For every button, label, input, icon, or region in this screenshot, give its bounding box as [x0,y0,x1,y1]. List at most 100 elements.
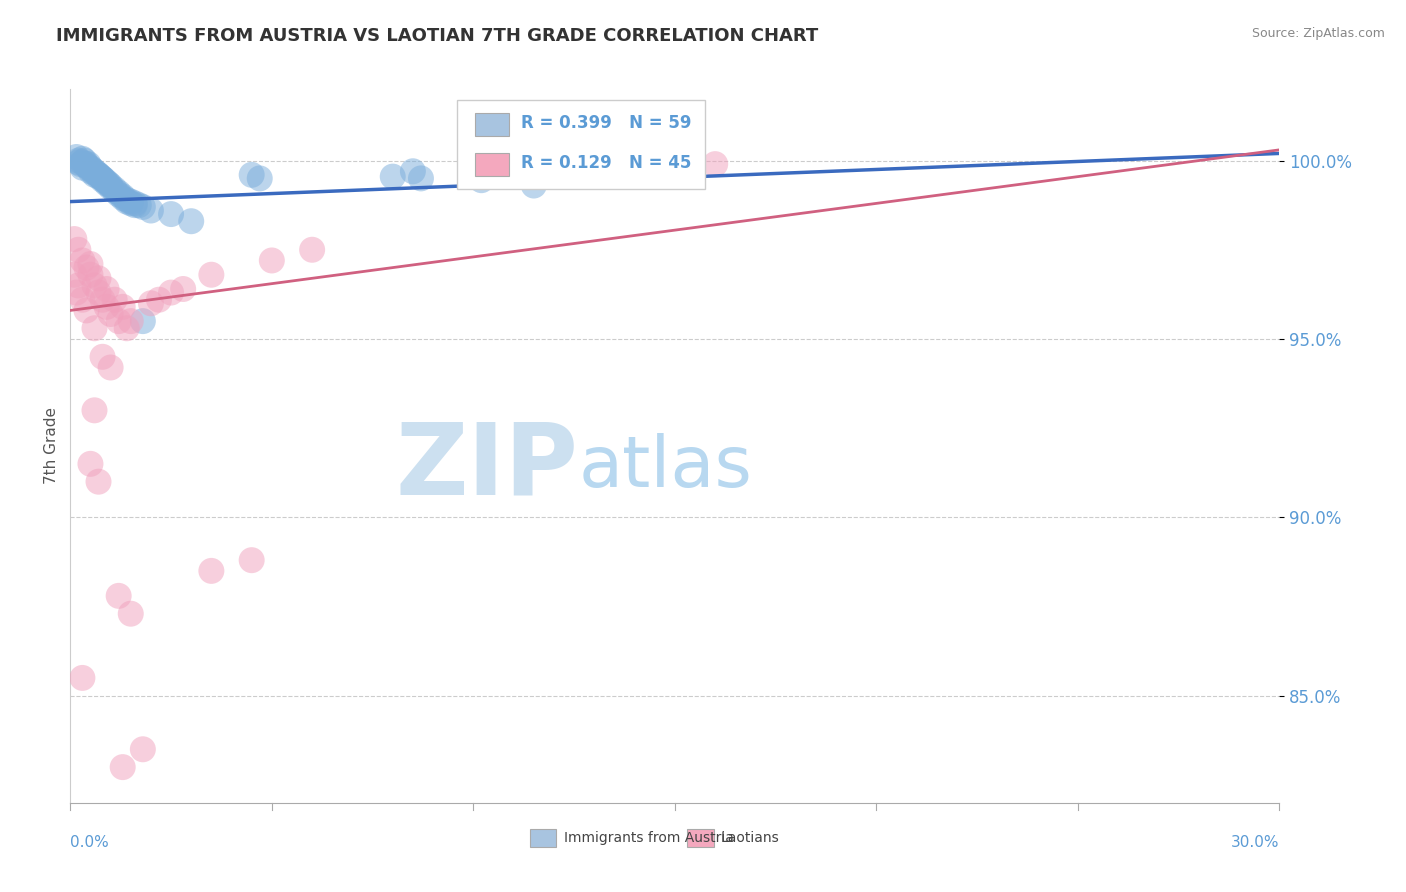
Point [86,166,108,180]
Point [63,268,86,282]
Point [75,159,97,173]
Point [523,178,546,193]
Point [73,153,96,168]
Point [79,164,101,178]
Point [79,161,101,175]
Point [120,607,142,621]
FancyBboxPatch shape [475,153,509,176]
Point [87,169,110,184]
FancyBboxPatch shape [530,830,557,847]
FancyBboxPatch shape [457,100,706,189]
Point [91,293,114,307]
Point [240,553,263,567]
Point [67,155,90,169]
Point [96,282,118,296]
Point [87,271,110,285]
Point [83,164,105,178]
Point [132,200,155,214]
Point [69,157,91,171]
Text: 0.0%: 0.0% [70,835,110,850]
Point [104,182,127,196]
Point [82,162,104,177]
Text: atlas: atlas [578,433,752,502]
Point [75,159,97,173]
Point [644,161,666,175]
Point [160,285,183,300]
Point [87,475,110,489]
Point [115,193,138,207]
Point [79,257,101,271]
Point [139,296,162,310]
Point [160,207,183,221]
Point [104,184,127,198]
Point [63,232,86,246]
Text: ZIP: ZIP [395,419,578,516]
Point [124,196,146,211]
Point [111,189,134,203]
Point [128,198,150,212]
Text: 30.0%: 30.0% [1232,835,1279,850]
Point [67,153,90,168]
Point [90,169,111,184]
Point [111,760,134,774]
Point [100,360,122,375]
Point [91,350,114,364]
Point [75,260,97,275]
Point [87,285,110,300]
Point [91,171,114,186]
Text: Laotians: Laotians [721,830,779,845]
Point [409,171,432,186]
Point [132,314,155,328]
Point [65,150,87,164]
Text: Source: ZipAtlas.com: Source: ZipAtlas.com [1251,27,1385,40]
Point [132,742,155,756]
Point [107,186,129,200]
Point [260,253,283,268]
Point [115,321,138,335]
Point [100,307,122,321]
Point [240,168,263,182]
Point [91,173,114,187]
Point [107,589,129,603]
Point [83,168,105,182]
Point [72,161,94,175]
Point [148,293,170,307]
Point [77,157,100,171]
Point [104,293,127,307]
Point [91,171,114,186]
Point [139,203,162,218]
Point [97,177,120,191]
Point [79,457,101,471]
Point [200,564,222,578]
Point [79,162,101,177]
Point [65,285,87,300]
Point [75,157,97,171]
Point [100,180,122,194]
Point [96,177,118,191]
Point [72,671,94,685]
Text: R = 0.399   N = 59: R = 0.399 N = 59 [522,114,692,132]
Point [83,403,105,417]
Point [470,173,492,187]
Point [67,278,90,293]
Point [402,164,425,178]
Point [72,155,94,169]
Point [120,314,142,328]
Point [93,173,115,187]
Point [87,168,110,182]
FancyBboxPatch shape [688,830,714,847]
Point [124,198,146,212]
Point [100,178,122,193]
Text: IMMIGRANTS FROM AUSTRIA VS LAOTIAN 7TH GRADE CORRELATION CHART: IMMIGRANTS FROM AUSTRIA VS LAOTIAN 7TH G… [56,27,818,45]
Point [96,300,118,314]
Point [87,168,110,182]
Point [111,300,134,314]
Point [83,321,105,335]
Point [96,175,118,189]
Point [111,191,134,205]
Point [200,268,222,282]
Point [180,214,202,228]
Point [75,303,97,318]
Point [120,196,142,211]
Point [381,169,404,184]
